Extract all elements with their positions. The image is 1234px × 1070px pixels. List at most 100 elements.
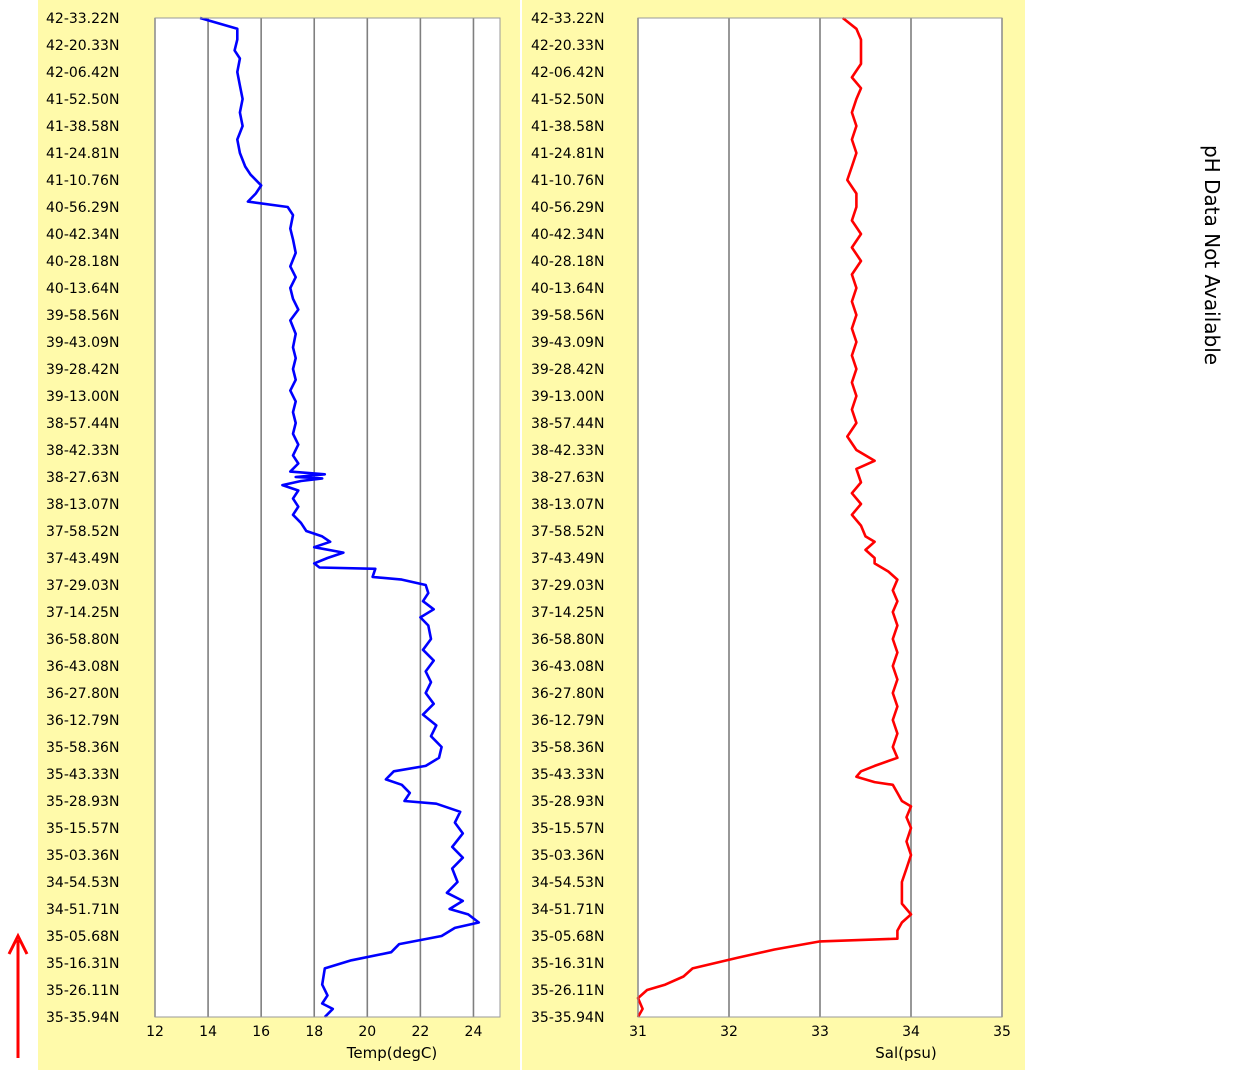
- salinity-latitude-label: 39-43.09N: [531, 335, 604, 351]
- salinity-latitude-label: 37-43.49N: [531, 551, 604, 567]
- temperature-latitude-label: 39-58.56N: [46, 308, 119, 324]
- temperature-latitude-label: 34-54.53N: [46, 875, 119, 891]
- salinity-latitude-label: 36-43.08N: [531, 659, 604, 675]
- salinity-chart: 31 32 33 34 35 42-33.22N 42-20.33N 42-06.42N 41-…: [531, 11, 1011, 1040]
- temperature-latitude-label: 38-27.63N: [46, 470, 119, 486]
- temperature-latitude-label: 42-20.33N: [46, 38, 119, 54]
- salinity-tick-label: 34: [902, 1024, 920, 1040]
- salinity-data-line: [636, 16, 913, 1018]
- temperature-latitude-label: 35-26.11N: [46, 983, 119, 999]
- salinity-latitude-label: 41-52.50N: [531, 92, 604, 108]
- salinity-latitude-label: 35-28.93N: [531, 794, 604, 810]
- temperature-latitude-label: 38-57.44N: [46, 416, 119, 432]
- temperature-latitude-label: 42-33.22N: [46, 11, 119, 27]
- temperature-plot-area: [155, 18, 500, 1017]
- salinity-latitude-label: 35-03.36N: [531, 848, 604, 864]
- temperature-latitude-label: 39-13.00N: [46, 389, 119, 405]
- temperature-axis-label: Temp(degC): [346, 1044, 437, 1062]
- temperature-latitude-label: 41-24.81N: [46, 146, 119, 162]
- salinity-latitude-label: 40-28.18N: [531, 254, 604, 270]
- salinity-latitude-label: 38-13.07N: [531, 497, 604, 513]
- temperature-latitude-label: 35-03.36N: [46, 848, 119, 864]
- temperature-latitude-label: 39-43.09N: [46, 335, 119, 351]
- temperature-latitude-label: 35-28.93N: [46, 794, 119, 810]
- temperature-latitude-label: 37-43.49N: [46, 551, 119, 567]
- salinity-tick-label: 33: [811, 1024, 829, 1040]
- salinity-tick-label: 31: [629, 1024, 647, 1040]
- temperature-latitude-label: 40-28.18N: [46, 254, 119, 270]
- temperature-latitude-label: 35-16.31N: [46, 956, 119, 972]
- temperature-latitude-label: 36-27.80N: [46, 686, 119, 702]
- temperature-latitude-label: 40-56.29N: [46, 200, 119, 216]
- temperature-tick-label: 22: [411, 1024, 429, 1040]
- salinity-latitude-label: 34-54.53N: [531, 875, 604, 891]
- temperature-latitude-label: 35-15.57N: [46, 821, 119, 837]
- salinity-latitude-label: 34-51.71N: [531, 902, 604, 918]
- salinity-latitude-label: 35-43.33N: [531, 767, 604, 783]
- temperature-data-line: [199, 16, 481, 1018]
- temperature-latitude-label: 37-29.03N: [46, 578, 119, 594]
- temperature-latitude-label: 37-58.52N: [46, 524, 119, 540]
- salinity-latitude-label: 42-06.42N: [531, 65, 604, 81]
- salinity-latitude-label: 35-16.31N: [531, 956, 604, 972]
- salinity-latitude-label: 41-38.58N: [531, 119, 604, 135]
- temperature-latitude-label: 40-13.64N: [46, 281, 119, 297]
- temperature-tick-label: 20: [358, 1024, 376, 1040]
- salinity-latitude-label: 37-58.52N: [531, 524, 604, 540]
- salinity-latitude-label: 39-13.00N: [531, 389, 604, 405]
- salinity-latitude-label: 40-13.64N: [531, 281, 604, 297]
- salinity-latitude-label: 36-58.80N: [531, 632, 604, 648]
- temperature-latitude-label: 37-14.25N: [46, 605, 119, 621]
- salinity-latitude-label: 42-20.33N: [531, 38, 604, 54]
- salinity-tick-label: 35: [993, 1024, 1011, 1040]
- temperature-latitude-label: 41-38.58N: [46, 119, 119, 135]
- temperature-tick-label: 16: [252, 1024, 270, 1040]
- ph-unavailable-note: pH Data Not Available: [1200, 145, 1224, 365]
- temperature-tick-label: 18: [305, 1024, 323, 1040]
- temperature-latitude-label: 38-42.33N: [46, 443, 119, 459]
- salinity-plot-frame: [637, 17, 1003, 1018]
- temperature-tick-label: 12: [146, 1024, 164, 1040]
- salinity-axis-label: Sal(psu): [875, 1044, 936, 1062]
- salinity-latitude-label: 40-42.34N: [531, 227, 604, 243]
- salinity-latitude-label: 40-56.29N: [531, 200, 604, 216]
- temperature-latitude-label: 35-58.36N: [46, 740, 119, 756]
- salinity-latitude-label: 36-12.79N: [531, 713, 604, 729]
- temperature-latitude-label: 34-51.71N: [46, 902, 119, 918]
- salinity-latitude-label: 39-28.42N: [531, 362, 604, 378]
- salinity-latitude-label: 41-24.81N: [531, 146, 604, 162]
- temperature-chart: 12 14 16 18 20 22 24 42-33.22N 42-20.33N 42-06.42…: [46, 11, 501, 1040]
- salinity-latitude-label: 35-58.36N: [531, 740, 604, 756]
- temperature-latitude-label: 41-10.76N: [46, 173, 119, 189]
- temperature-tick-label: 14: [199, 1024, 217, 1040]
- salinity-latitude-label: 37-14.25N: [531, 605, 604, 621]
- temperature-latitude-label: 41-52.50N: [46, 92, 119, 108]
- salinity-latitude-label: 38-57.44N: [531, 416, 604, 432]
- temperature-latitude-label: 35-05.68N: [46, 929, 119, 945]
- temperature-latitude-label: 36-12.79N: [46, 713, 119, 729]
- salinity-tick-label: 32: [720, 1024, 738, 1040]
- temperature-latitude-label: 39-28.42N: [46, 362, 119, 378]
- salinity-latitude-label: 35-26.11N: [531, 983, 604, 999]
- direction-arrow-head: [7, 932, 29, 955]
- temperature-latitude-label: 42-06.42N: [46, 65, 119, 81]
- temperature-latitude-label: 38-13.07N: [46, 497, 119, 513]
- salinity-latitude-label: 37-29.03N: [531, 578, 604, 594]
- salinity-latitude-label: 41-10.76N: [531, 173, 604, 189]
- temperature-latitude-label: 36-43.08N: [46, 659, 119, 675]
- temperature-plot-frame: [154, 17, 501, 1018]
- salinity-latitude-label: 35-35.94N: [531, 1010, 604, 1026]
- salinity-latitude-label: 38-27.63N: [531, 470, 604, 486]
- salinity-latitude-label: 38-42.33N: [531, 443, 604, 459]
- salinity-latitude-label: 35-05.68N: [531, 929, 604, 945]
- direction-arrow: [7, 932, 29, 1058]
- salinity-latitude-label: 35-15.57N: [531, 821, 604, 837]
- temperature-latitude-label: 36-58.80N: [46, 632, 119, 648]
- temperature-latitude-label: 35-43.33N: [46, 767, 119, 783]
- salinity-latitude-label: 39-58.56N: [531, 308, 604, 324]
- temperature-latitude-label: 35-35.94N: [46, 1010, 119, 1026]
- temperature-tick-label: 24: [465, 1024, 483, 1040]
- salinity-latitude-label: 36-27.80N: [531, 686, 604, 702]
- temperature-latitude-label: 40-42.34N: [46, 227, 119, 243]
